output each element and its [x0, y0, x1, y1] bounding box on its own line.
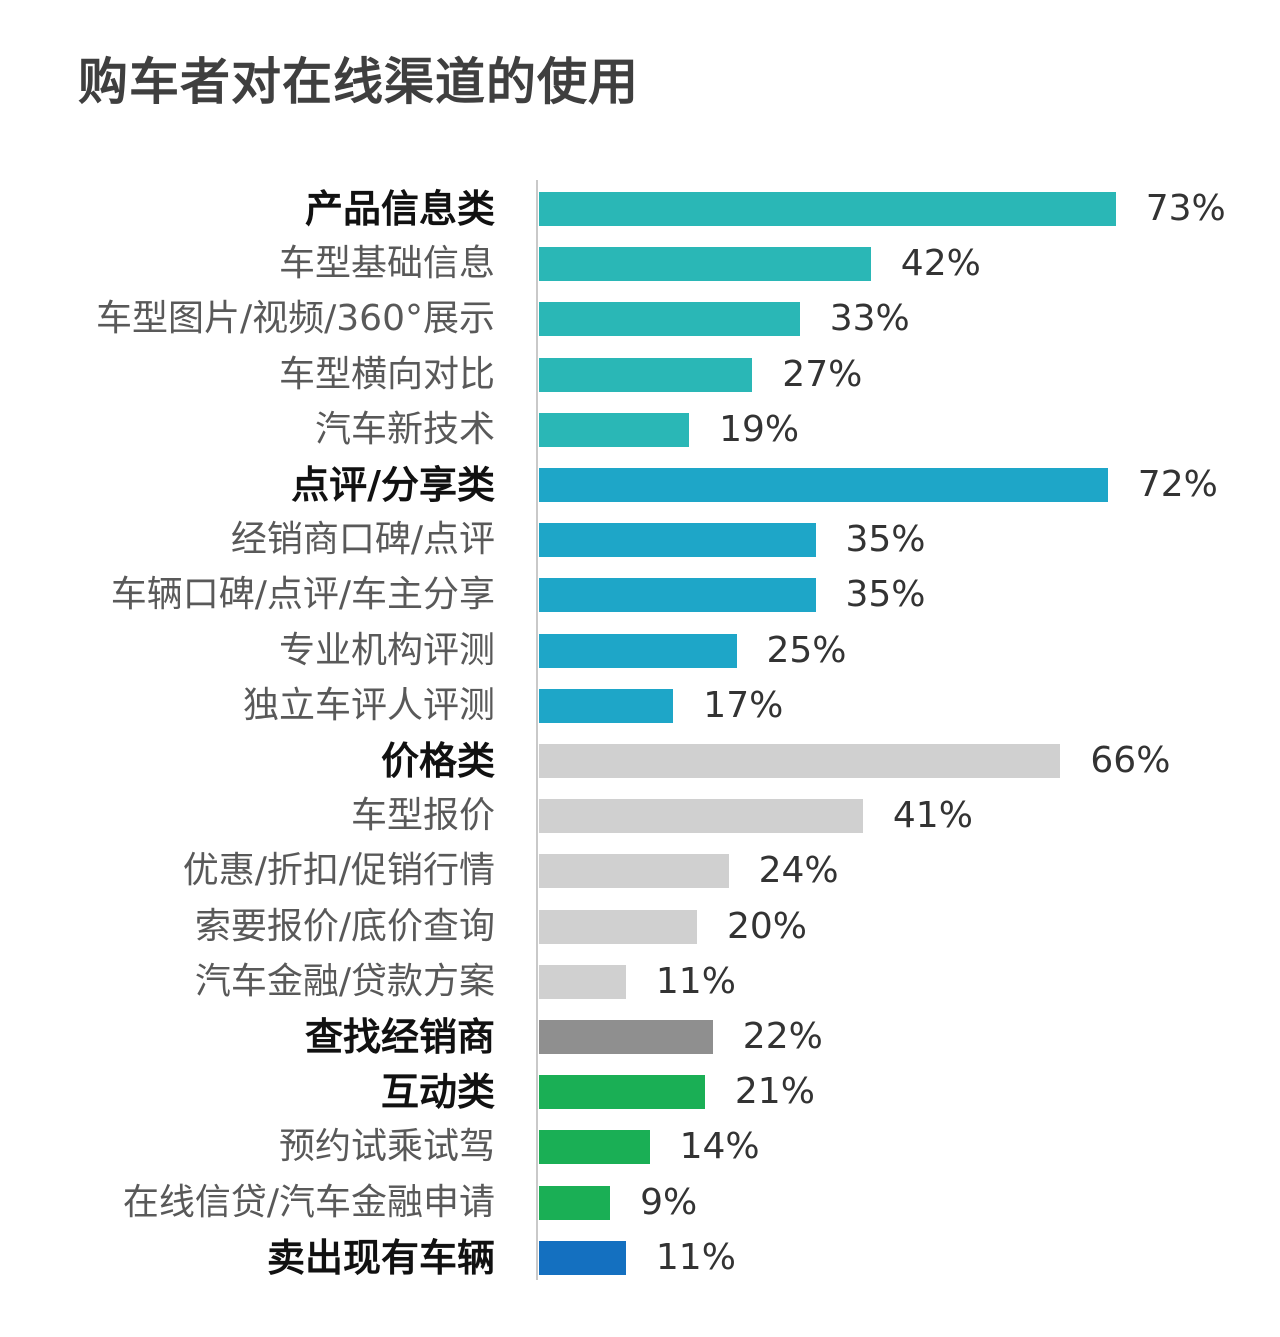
bar: [539, 854, 729, 889]
data-label: 17%: [703, 684, 784, 726]
chart-row: 互动类 21%: [0, 1070, 1280, 1115]
category-label: 车型图片/视频/360°展示: [96, 298, 495, 340]
category-label: 经销商口碑/点评: [230, 519, 495, 561]
chart-row: 汽车新技术 19%: [0, 408, 1280, 450]
bar: [539, 799, 863, 834]
data-label: 9%: [640, 1181, 698, 1223]
chart-row: 查找经销商 22%: [0, 1015, 1280, 1059]
chart-row: 汽车金融/贷款方案 11%: [0, 960, 1280, 1002]
chart-row: 经销商口碑/点评 35%: [0, 520, 1280, 560]
category-label: 互动类: [380, 1070, 495, 1115]
bar: [539, 1020, 713, 1054]
data-label: 66%: [1090, 740, 1171, 781]
bar: [539, 744, 1061, 778]
category-label: 优惠/折扣/促销行情: [182, 850, 495, 892]
chart-row: 车型报价 41%: [0, 796, 1280, 836]
data-label: 22%: [742, 1016, 823, 1057]
category-label: 索要报价/底价查询: [194, 905, 495, 947]
category-label: 专业机构评测: [278, 629, 495, 671]
bar: [539, 192, 1116, 226]
bar: [539, 302, 800, 337]
y-axis-line: [536, 180, 538, 1280]
bar: [539, 468, 1108, 502]
data-label: 25%: [766, 629, 847, 671]
category-label: 汽车新技术: [314, 408, 495, 450]
chart-row: 点评/分享类 72%: [0, 463, 1280, 507]
category-label: 车型基础信息: [278, 243, 495, 285]
bar: [539, 964, 626, 999]
data-label: 72%: [1137, 464, 1218, 505]
category-label: 在线信贷/汽车金融申请: [122, 1181, 495, 1223]
category-label: 点评/分享类: [291, 463, 495, 507]
data-label: 73%: [1145, 188, 1226, 229]
data-label: 11%: [655, 1236, 736, 1278]
data-label: 11%: [655, 960, 736, 1002]
data-label: 14%: [679, 1126, 760, 1168]
data-label: 33%: [829, 298, 910, 340]
chart-row: 预约试乘试驾 14%: [0, 1127, 1280, 1167]
chart-row: 车辆口碑/点评/车主分享 35%: [0, 575, 1280, 615]
chart-row: 专业机构评测 25%: [0, 629, 1280, 671]
chart-row: 产品信息类 73%: [0, 187, 1280, 231]
category-label: 汽车金融/贷款方案: [194, 960, 495, 1002]
bar: [539, 412, 690, 447]
category-label: 查找经销商: [304, 1015, 495, 1059]
category-label: 车辆口碑/点评/车主分享: [110, 574, 495, 616]
bar: [539, 688, 674, 723]
bar: [539, 1240, 626, 1275]
chart-row: 优惠/折扣/促销行情 24%: [0, 851, 1280, 891]
data-label: 42%: [900, 243, 981, 285]
bar: [539, 909, 697, 944]
chart-row: 在线信贷/汽车金融申请 9%: [0, 1181, 1280, 1223]
category-label: 卖出现有车辆: [266, 1235, 495, 1280]
chart-row: 车型图片/视频/360°展示 33%: [0, 299, 1280, 339]
data-label: 41%: [892, 795, 973, 837]
bar: [539, 1075, 705, 1110]
data-label: 24%: [758, 850, 839, 892]
data-label: 20%: [727, 905, 808, 947]
category-label: 价格类: [380, 739, 495, 783]
chart-row: 卖出现有车辆 11%: [0, 1235, 1280, 1280]
category-label: 车型报价: [350, 795, 495, 837]
chart-row: 独立车评人评测 17%: [0, 684, 1280, 726]
category-label: 独立车评人评测: [242, 684, 495, 726]
category-label: 预约试乘试驾: [278, 1126, 495, 1168]
chart-title: 购车者对在线渠道的使用: [78, 53, 639, 111]
chart-row: 价格类 66%: [0, 739, 1280, 783]
bar: [539, 1185, 611, 1220]
bar: [539, 247, 871, 282]
category-label: 车型横向对比: [278, 353, 495, 395]
bar: [539, 1130, 650, 1165]
bar: [539, 633, 737, 668]
chart-row: 车型基础信息 42%: [0, 244, 1280, 284]
bar: [539, 357, 753, 392]
chart-row: 车型横向对比 27%: [0, 353, 1280, 395]
bar: [539, 578, 816, 613]
chart-row: 索要报价/底价查询 20%: [0, 905, 1280, 947]
category-label: 产品信息类: [304, 187, 495, 231]
data-label: 21%: [734, 1071, 815, 1113]
data-label: 27%: [782, 353, 863, 395]
data-label: 19%: [719, 408, 800, 450]
bar: [539, 523, 816, 558]
data-label: 35%: [845, 574, 926, 616]
data-label: 35%: [845, 519, 926, 561]
